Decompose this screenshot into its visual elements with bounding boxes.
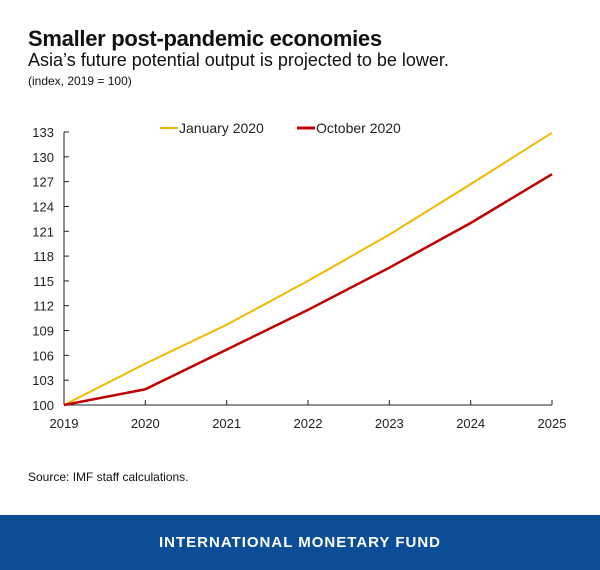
footer-banner: INTERNATIONAL MONETARY FUND	[0, 515, 600, 570]
x-tick-label: 2021	[212, 416, 241, 431]
y-tick-label: 130	[32, 150, 54, 165]
y-tick-label: 112	[33, 299, 54, 314]
y-tick-label: 124	[32, 199, 54, 214]
y-tick-label: 121	[32, 224, 54, 239]
legend-label: January 2020	[179, 120, 264, 136]
x-tick-label: 2019	[50, 416, 79, 431]
x-tick-label: 2022	[294, 416, 323, 431]
legend-label: October 2020	[316, 120, 401, 136]
y-tick-label: 109	[32, 324, 54, 339]
y-tick-label: 103	[32, 373, 54, 388]
y-tick-label: 115	[33, 274, 54, 289]
y-tick-label: 106	[32, 348, 54, 363]
series-line-0	[63, 131, 553, 406]
x-tick-label: 2025	[538, 416, 567, 431]
series-line-1	[63, 173, 553, 407]
x-tick-label: 2024	[456, 416, 485, 431]
line-chart: 100 103 106 109 112 115 118 121 124 127 130 133 2019…	[32, 120, 567, 431]
y-tick-label: 100	[32, 398, 54, 413]
y-tick-label: 118	[33, 249, 54, 264]
footer-label: INTERNATIONAL MONETARY FUND	[159, 534, 441, 551]
x-tick-label: 2020	[131, 416, 160, 431]
y-tick-label: 133	[32, 125, 54, 140]
chart-units: (index, 2019 = 100)	[28, 74, 132, 88]
x-tick-label: 2023	[375, 416, 404, 431]
source-note: Source: IMF staff calculations.	[28, 470, 189, 484]
chart-title: Smaller post-pandemic economies	[28, 26, 382, 51]
chart-subtitle: Asia’s future potential output is projec…	[28, 50, 449, 70]
y-tick-label: 127	[32, 175, 54, 190]
